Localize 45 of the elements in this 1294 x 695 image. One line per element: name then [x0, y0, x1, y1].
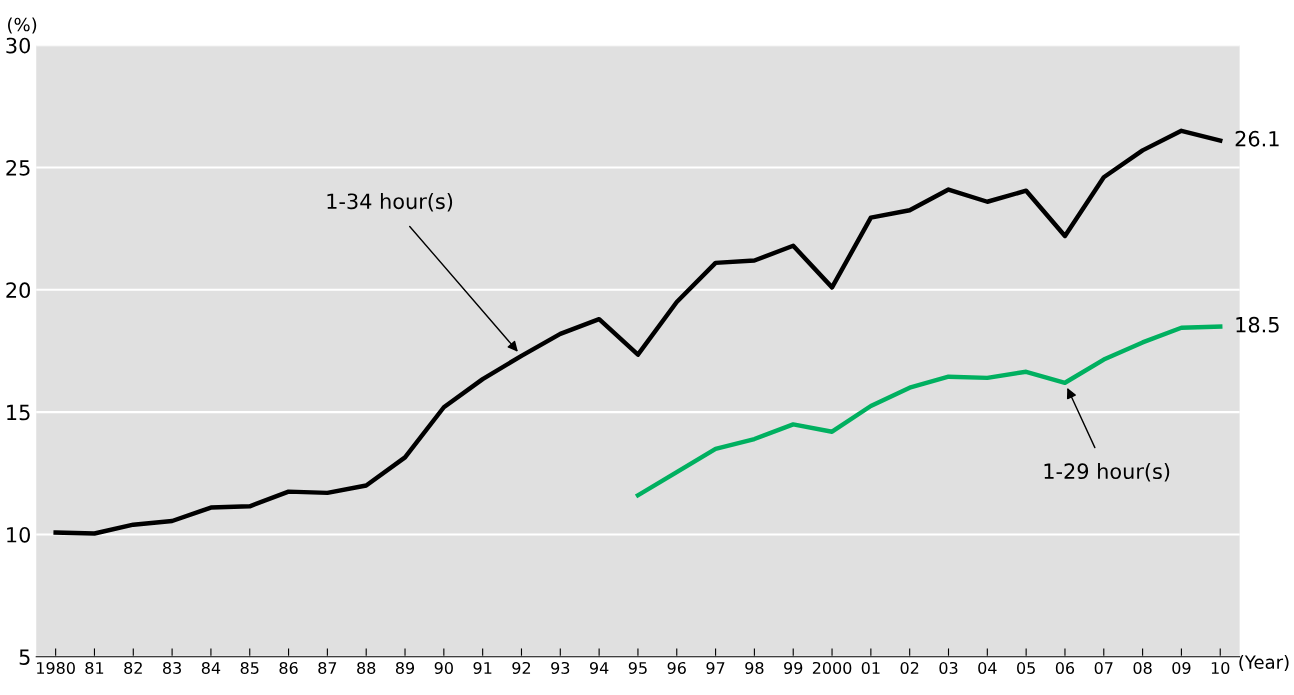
y-tick-label: 5 [19, 649, 30, 665]
x-tick-label: 1980 [37, 661, 75, 674]
x-tick-label: 89 [395, 661, 415, 674]
x-tick-label: 88 [357, 661, 376, 674]
data-label: 26.1 [1235, 130, 1279, 147]
x-tick-label: 91 [473, 661, 492, 674]
x-tick-label: 92 [512, 661, 531, 674]
y-axis-title: (%) [8, 17, 37, 34]
x-tick-label: 06 [1055, 661, 1075, 674]
x-tick-label: 81 [85, 661, 104, 674]
y-tick-label: 15 [7, 404, 30, 421]
y-tick-label: 30 [6, 37, 30, 54]
x-tick-label: 87 [318, 661, 337, 674]
y-tick-label: 20 [6, 282, 30, 299]
x-tick-label: 03 [939, 661, 958, 674]
x-tick-label: 96 [667, 661, 686, 674]
x-tick-label: 01 [861, 661, 880, 674]
line-series [635, 324, 1223, 498]
x-tick-label: 95 [628, 661, 647, 674]
x-tick-label: 86 [279, 661, 298, 674]
x-tick-label: 10 [1211, 661, 1230, 674]
annotation: 1-29 hour(s) [1044, 462, 1170, 482]
x-tick-label: 99 [784, 661, 803, 674]
x-tick-label: 08 [1133, 661, 1152, 674]
x-tick-label: 94 [589, 661, 609, 674]
x-tick-label: 93 [551, 661, 570, 674]
x-tick-label: 97 [706, 661, 725, 674]
x-tick-label: 07 [1094, 661, 1113, 674]
line-series [53, 128, 1223, 536]
x-tick-label: 82 [124, 661, 142, 674]
x-tick-label: 84 [201, 661, 221, 674]
x-tick-label: 90 [434, 661, 453, 674]
annotation: 1-34 hour(s) [327, 193, 453, 212]
x-tick-label: 02 [900, 661, 919, 674]
x-tick-label: 98 [745, 661, 764, 674]
x-tick-label: 05 [1017, 661, 1035, 674]
x-tick-label: 83 [163, 661, 181, 674]
y-tick-label: 25 [6, 159, 30, 176]
x-tick-label: 04 [978, 661, 997, 674]
data-label: 18.5 [1236, 316, 1279, 333]
x-tick-label: 09 [1172, 661, 1191, 674]
x-tick-label: 2000 [812, 661, 852, 674]
x-axis-title: (Year) [1239, 655, 1289, 672]
y-tick-label: 10 [7, 526, 30, 543]
x-tick-label: 85 [240, 661, 259, 674]
